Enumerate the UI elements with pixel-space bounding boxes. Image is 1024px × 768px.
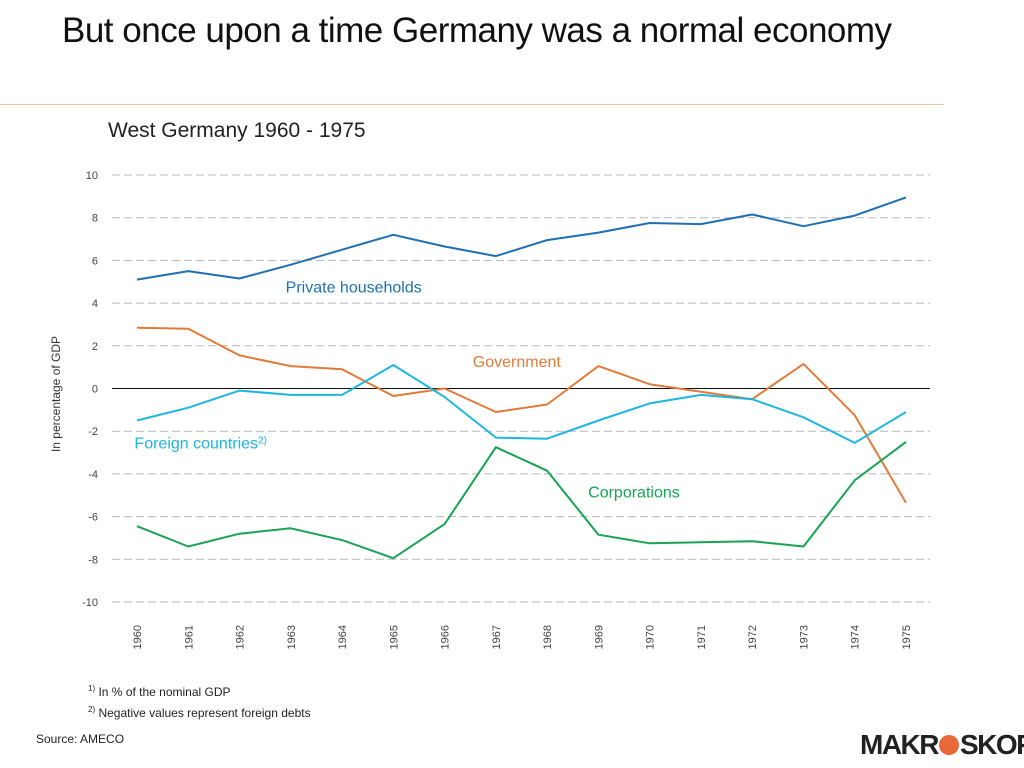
series-lines — [136, 196, 907, 560]
x-tick-label: 1961 — [183, 625, 195, 649]
series-line-private-households — [136, 196, 907, 281]
y-tick-label: 4 — [92, 298, 98, 310]
y-tick-label: 8 — [92, 213, 98, 225]
makroskop-logo: MAKR SKOP — [860, 728, 1024, 762]
y-tick-label: 10 — [86, 170, 98, 182]
x-tick-label: 1969 — [593, 625, 605, 649]
y-tick-label: 0 — [92, 384, 98, 396]
series-label-private-households: Private households — [286, 279, 422, 296]
footnotes: 1) In % of the nominal GDP 2) Negative v… — [88, 680, 311, 722]
x-tick-label: 1962 — [235, 625, 247, 649]
x-tick-label: 1965 — [388, 625, 400, 649]
logo-text-right: SKOP — [960, 729, 1024, 760]
title-divider — [0, 104, 944, 105]
x-tick-label: 1971 — [696, 625, 708, 649]
y-tick-label: -6 — [88, 512, 98, 524]
y-tick-label: -8 — [88, 554, 98, 566]
footnote-2-marker: 2) — [88, 705, 96, 714]
x-axis-ticks: 1960 1961 1962 1963 1964 1965 1966 1967 1968 1969… — [132, 625, 913, 649]
x-tick-label: 1973 — [798, 625, 810, 649]
series-label-foreign-countries: Foreign countries2) — [134, 435, 267, 453]
x-tick-label: 1974 — [850, 625, 862, 649]
x-tick-label: 1967 — [491, 625, 503, 649]
grid — [112, 174, 930, 603]
footnote-1-text: In % of the nominal GDP — [98, 685, 231, 699]
y-tick-label: -2 — [88, 426, 98, 438]
y-tick-label: -10 — [82, 597, 98, 609]
y-tick-label: 2 — [92, 341, 98, 353]
footnote-2: 2) Negative values represent foreign deb… — [88, 701, 311, 722]
y-tick-label: -4 — [88, 469, 98, 481]
footnote-1: 1) In % of the nominal GDP — [88, 680, 311, 701]
x-tick-label: 1960 — [132, 625, 144, 649]
logo-mark-icon — [939, 735, 959, 755]
series-label-corporations: Corporations — [588, 484, 680, 501]
source-note: Source: AMECO — [36, 732, 125, 746]
series-line-government — [136, 326, 907, 504]
series-labels: Private households Government Foreign coun… — [134, 279, 679, 501]
x-tick-label: 1972 — [747, 625, 759, 649]
chart-title: West Germany 1960 - 1975 — [108, 119, 366, 142]
series-line-foreign-countries — [136, 364, 907, 444]
footnote-1-marker: 1) — [88, 684, 96, 693]
x-tick-label: 1975 — [901, 625, 913, 649]
footnote-2-text: Negative values represent foreign debts — [98, 706, 311, 720]
logo-text-left: MAKR — [860, 729, 940, 760]
series-label-government: Government — [473, 354, 562, 371]
x-tick-label: 1963 — [286, 625, 298, 649]
line-chart: West Germany 1960 - 1975 In percentage o… — [49, 119, 930, 649]
slide-title: But once upon a time Germany was a norma… — [62, 11, 892, 50]
y-axis-label: In percentage of GDP — [49, 336, 63, 452]
x-tick-label: 1964 — [337, 625, 349, 649]
x-tick-label: 1968 — [542, 625, 554, 649]
series-line-corporations — [136, 441, 907, 560]
series-label-superscript: 2) — [258, 435, 267, 446]
y-axis-ticks: 10 8 6 4 2 0 -2 -4 -6 -8 -10 — [82, 170, 98, 609]
y-tick-label: 6 — [92, 255, 98, 267]
x-tick-label: 1966 — [440, 625, 452, 649]
x-tick-label: 1970 — [645, 625, 657, 649]
